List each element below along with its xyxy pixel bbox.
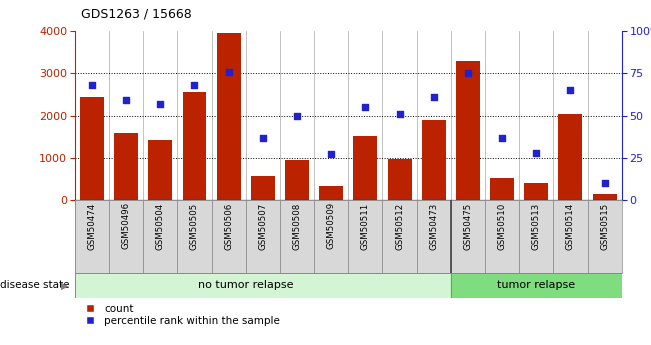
Point [87,82,97,88]
Point [155,101,165,107]
Bar [217,33,241,200]
Bar [456,61,480,200]
Bar [246,200,280,273]
Point [531,150,542,156]
Point [326,152,337,157]
Text: GSM50474: GSM50474 [87,202,96,249]
Text: GSM50512: GSM50512 [395,202,404,249]
Text: GSM50513: GSM50513 [532,202,541,249]
Text: ▶: ▶ [61,280,68,290]
Point [258,135,268,140]
Bar [382,200,417,273]
Bar [177,200,212,273]
Point [360,104,370,110]
Legend: count, percentile rank within the sample: count, percentile rank within the sample [80,304,280,326]
Bar [387,159,411,200]
Point [223,69,234,75]
Point [463,71,473,76]
Bar [524,183,548,200]
Text: GSM50509: GSM50509 [327,202,336,249]
Bar [80,97,104,200]
Text: disease state: disease state [0,280,70,290]
Bar [490,178,514,200]
Bar [319,186,343,200]
Point [600,180,610,186]
Point [565,87,575,93]
Point [121,98,132,103]
Bar [592,194,616,200]
Text: tumor relapse: tumor relapse [497,280,575,290]
Point [497,135,507,140]
Bar [148,140,173,200]
Text: GSM50515: GSM50515 [600,202,609,249]
Bar [353,136,378,200]
Bar [348,200,382,273]
Point [292,113,302,118]
Point [395,111,405,117]
Bar [114,133,138,200]
Bar [450,273,622,298]
Bar [109,200,143,273]
Text: GSM50506: GSM50506 [224,202,233,249]
Bar [182,92,206,200]
Text: GSM50507: GSM50507 [258,202,268,249]
Bar [143,200,177,273]
Text: GDS1263 / 15668: GDS1263 / 15668 [81,8,192,21]
Text: GSM50508: GSM50508 [292,202,301,249]
Bar [417,200,450,273]
Bar [285,160,309,200]
Bar [251,176,275,200]
Text: GSM50496: GSM50496 [122,202,131,249]
Text: GSM50514: GSM50514 [566,202,575,249]
Text: GSM50473: GSM50473 [429,202,438,249]
Bar [212,200,246,273]
Bar [587,200,622,273]
Bar [314,200,348,273]
Point [189,82,200,88]
Bar [553,200,587,273]
Text: GSM50510: GSM50510 [497,202,506,249]
Bar [280,200,314,273]
Bar [422,120,446,200]
Bar [75,273,450,298]
Bar [559,114,583,200]
Text: GSM50511: GSM50511 [361,202,370,249]
Bar [75,200,109,273]
Bar [450,200,485,273]
Bar [519,200,553,273]
Text: GSM50505: GSM50505 [190,202,199,249]
Text: no tumor relapse: no tumor relapse [198,280,294,290]
Text: GSM50504: GSM50504 [156,202,165,249]
Text: GSM50475: GSM50475 [464,202,473,249]
Point [428,94,439,100]
Bar [485,200,519,273]
